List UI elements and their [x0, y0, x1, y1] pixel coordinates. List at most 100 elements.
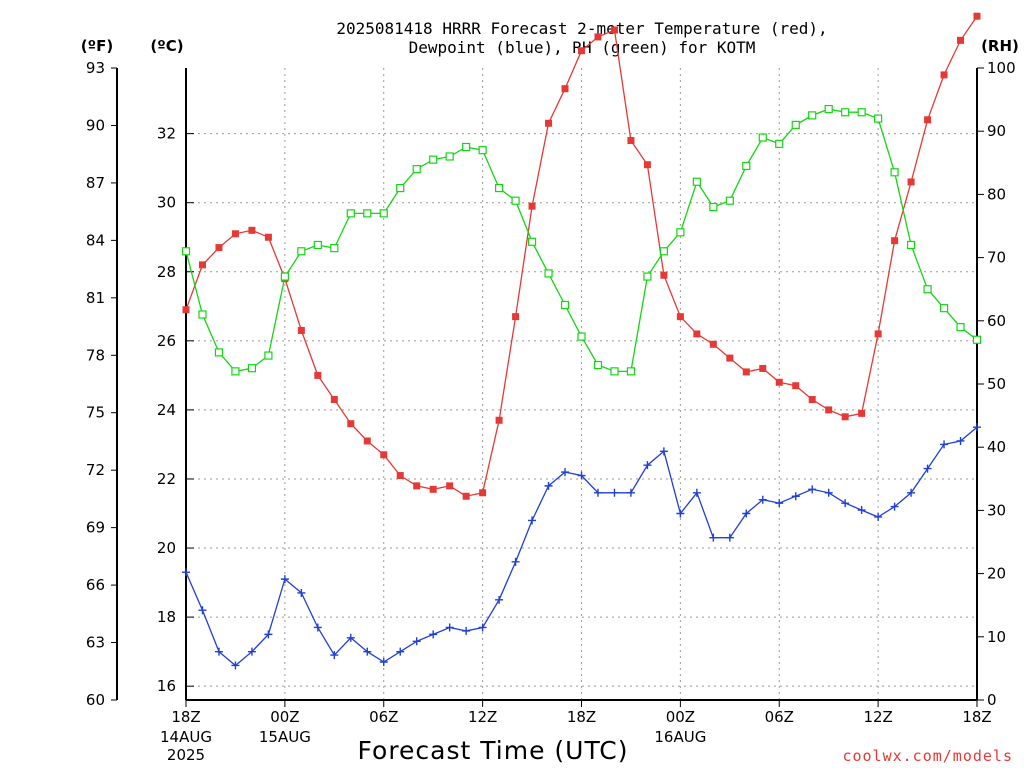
rh-point: [478, 146, 487, 155]
source-credit: coolwx.com/models: [842, 747, 1013, 765]
temperature-point: [924, 116, 932, 124]
temperature-point: [347, 420, 355, 428]
dewpoint-point: [363, 647, 372, 656]
dewpoint-point: [313, 623, 322, 632]
temperature-series: [182, 12, 981, 500]
temperature-point: [726, 354, 734, 362]
dewpoint-point: [182, 568, 190, 577]
dewpoint-point: [544, 481, 553, 490]
rh-point: [626, 367, 636, 376]
x-tick-label: 18Z: [567, 708, 596, 726]
temperature-point: [792, 382, 800, 390]
dewpoint-point: [775, 499, 784, 508]
rh-point: [972, 335, 982, 344]
rh-point: [709, 202, 718, 212]
rh-point: [610, 367, 619, 376]
dewpoint-point: [297, 588, 306, 597]
chart-title-line1: 2025081418 HRRR Forecast 2-meter Tempera…: [336, 19, 827, 38]
x-date-label: 14AUG: [160, 728, 212, 746]
dewpoint-point: [577, 471, 586, 480]
rh-point: [544, 269, 553, 278]
temperature-point: [578, 47, 585, 55]
dewpoint-point: [874, 512, 883, 521]
temperature-point: [775, 378, 783, 386]
temperature-point: [528, 202, 536, 210]
dewpoint-point: [923, 464, 932, 473]
temperature-point: [495, 416, 503, 424]
rh-point: [577, 332, 586, 341]
celsius-unit-label: (ºC): [150, 37, 183, 55]
dewpoint-point: [330, 651, 339, 660]
temperature-point: [396, 472, 404, 480]
temperature-point: [429, 485, 437, 493]
fahrenheit-tick-label: 60: [86, 691, 105, 709]
fahrenheit-tick-label: 87: [86, 174, 105, 192]
rh-point: [956, 323, 965, 332]
temperature-point: [940, 71, 948, 79]
temperature-point: [363, 437, 371, 445]
rh-point: [330, 244, 339, 253]
rh-point: [874, 114, 883, 123]
dewpoint-point: [659, 447, 668, 456]
temperature-point: [874, 330, 882, 338]
x-tick-label: 06Z: [765, 708, 794, 726]
dewpoint-point: [890, 502, 899, 511]
temperature-point: [413, 482, 421, 490]
rh-point: [791, 120, 800, 129]
temperature-point: [512, 313, 520, 321]
rh-point: [511, 196, 520, 205]
x-date-label: 15AUG: [259, 728, 311, 746]
rh-point: [906, 240, 916, 250]
x-tick-label: 18Z: [171, 708, 200, 726]
temperature-point: [709, 340, 717, 348]
temperature-point: [627, 137, 635, 145]
x-date-label: 2025: [167, 746, 205, 764]
rh-point: [775, 139, 784, 148]
rh-point: [280, 272, 289, 281]
dewpoint-point: [824, 488, 833, 497]
temperature-point: [643, 161, 651, 169]
temperature-point: [742, 368, 750, 376]
temperature-point: [841, 413, 849, 421]
celsius-tick-label: 18: [157, 608, 176, 626]
dewpoint-point: [511, 557, 520, 566]
dewpoint-point: [396, 647, 405, 656]
data-series: [181, 12, 982, 670]
dewpoint-point: [973, 423, 981, 432]
rh-tick-label: 10: [987, 628, 1006, 646]
fahrenheit-tick-label: 66: [86, 576, 105, 594]
x-tick-label: 06Z: [369, 708, 398, 726]
rh-point: [824, 104, 833, 114]
rh-point: [758, 133, 767, 142]
rh-point: [560, 300, 570, 310]
fahrenheit-tick-label: 72: [86, 461, 105, 479]
celsius-tick-label: 22: [157, 470, 176, 488]
fahrenheit-unit-label: (ºF): [81, 37, 113, 55]
rh-point: [363, 209, 372, 218]
x-tick-label: 18Z: [962, 708, 991, 726]
temperature-point: [314, 371, 322, 379]
temperature-point: [231, 230, 239, 238]
temperature-point: [808, 396, 816, 404]
temperature-point: [825, 406, 833, 414]
rh-tick-label: 70: [987, 249, 1006, 267]
rh-point: [297, 247, 306, 256]
dewpoint-point: [561, 468, 570, 477]
rh-point: [247, 364, 257, 373]
rh-point: [527, 237, 537, 246]
temperature-point: [676, 313, 684, 321]
temperature-point: [907, 178, 915, 186]
fahrenheit-tick-label: 75: [86, 404, 105, 422]
dewpoint-point: [791, 492, 800, 501]
rh-tick-label: 100: [987, 59, 1016, 77]
dewpoint-point: [626, 488, 635, 497]
rh-tick-label: 0: [987, 691, 997, 709]
rh-tick-label: 20: [987, 565, 1006, 583]
dewpoint-point: [429, 630, 438, 639]
x-tick-label: 00Z: [666, 708, 695, 726]
temperature-point: [561, 85, 569, 93]
dewpoint-point: [346, 633, 355, 642]
rh-tick-label: 30: [987, 501, 1006, 519]
dewpoint-point: [247, 647, 256, 656]
